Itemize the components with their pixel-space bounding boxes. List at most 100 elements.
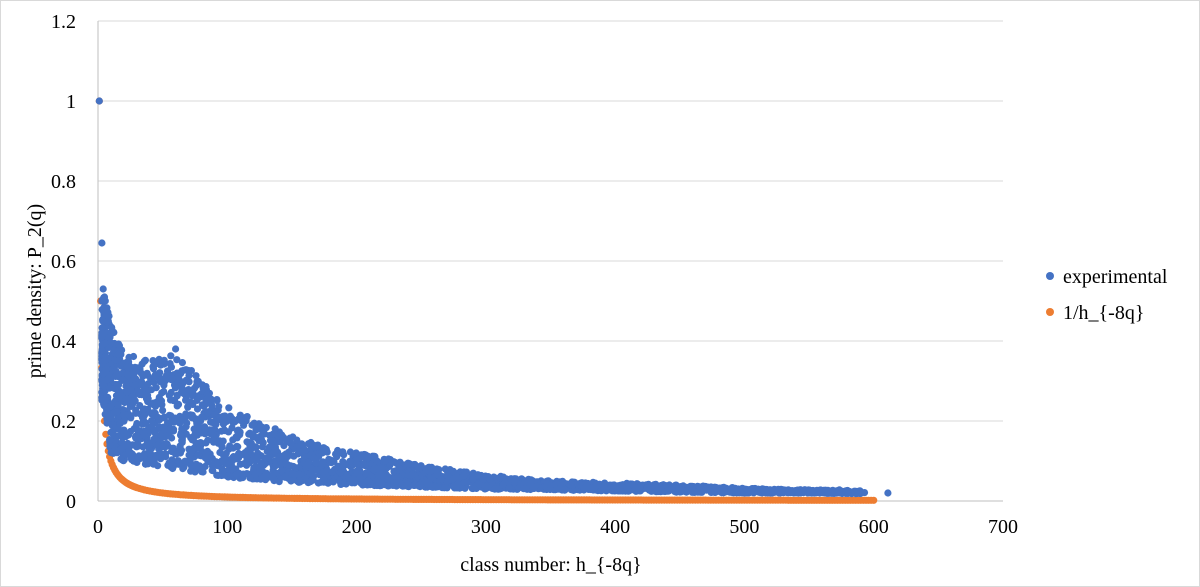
x-tick-label: 600 [859, 516, 889, 538]
experimental-point [343, 471, 351, 479]
experimental-point [113, 408, 121, 416]
experimental-point [378, 480, 386, 488]
experimental-point [250, 464, 258, 472]
experimental-point [174, 457, 182, 465]
experimental-point [125, 411, 133, 419]
experimental-point [443, 477, 451, 485]
experimental-point [180, 425, 188, 433]
experimental-point [120, 411, 128, 419]
experimental-point [328, 468, 336, 476]
experimental-point [155, 416, 163, 424]
experimental-point [408, 471, 416, 479]
series-experimental-points [95, 97, 892, 498]
experimental-point [134, 442, 142, 450]
experimental-point [176, 414, 184, 423]
experimental-point [167, 352, 175, 360]
experimental-point [131, 381, 139, 389]
experimental-point [203, 394, 212, 403]
experimental-point [378, 464, 386, 472]
experimental-point [138, 378, 146, 386]
experimental-point [469, 475, 477, 483]
experimental-point [168, 374, 176, 382]
x-tick-label: 400 [600, 516, 630, 538]
experimental-point [192, 462, 200, 470]
experimental-point [298, 448, 307, 456]
experimental-point [334, 446, 342, 455]
experimental-point [187, 434, 195, 442]
experimental-point [141, 432, 149, 440]
experimental-point [644, 480, 653, 488]
experimental-point [156, 450, 164, 458]
experimental-point [150, 401, 158, 409]
experimental-point [113, 449, 121, 457]
experimental-point [236, 411, 244, 419]
experimental-point [161, 433, 170, 441]
experimental-point [119, 406, 127, 414]
experimental-point [147, 386, 156, 394]
experimental-point [156, 378, 164, 386]
experimental-point [319, 458, 327, 466]
experimental-point [102, 309, 110, 317]
experimental-point [243, 447, 252, 455]
experimental-point [101, 396, 109, 404]
experimental-point [747, 487, 755, 495]
experimental-point [258, 463, 266, 471]
experimental-point [824, 486, 832, 494]
y-tick-label: 0.4 [51, 331, 76, 353]
experimental-point [189, 389, 197, 397]
experimental-point [733, 487, 741, 495]
experimental-point [148, 422, 156, 431]
experimental-point [257, 475, 265, 483]
experimental-point [187, 367, 195, 375]
experimental-point [393, 482, 401, 490]
experimental-point [296, 478, 304, 486]
experimental-point [325, 455, 333, 463]
experimental-point [154, 462, 162, 470]
x-tick-label: 100 [212, 516, 242, 538]
experimental-point [166, 396, 175, 404]
experimental-point [209, 461, 217, 469]
experimental-point [411, 481, 419, 489]
experimental-point [177, 388, 186, 396]
experimental-point [193, 405, 202, 413]
experimental-point [675, 483, 683, 491]
experimental-point [182, 396, 190, 404]
experimental-point [144, 380, 152, 388]
experimental-point [161, 443, 169, 451]
experimental-point [652, 488, 660, 496]
experimental-point [101, 410, 109, 418]
experimental-point [177, 431, 185, 439]
experimental-point [180, 366, 188, 374]
experimental-point [98, 239, 106, 247]
experimental-point [298, 440, 306, 448]
experimental-point [112, 367, 120, 375]
experimental-point [256, 423, 265, 431]
experimental-point [188, 411, 196, 419]
y-tick-label: 0 [66, 491, 76, 513]
x-tick-labels: 0 100 200 300 400 500 600 700 [93, 516, 1018, 538]
experimental-point [546, 485, 554, 494]
experimental-point [350, 450, 358, 458]
series-reciprocal-points [95, 97, 878, 504]
experimental-point [124, 395, 133, 404]
experimental-point [426, 467, 434, 476]
experimental-point [198, 381, 206, 389]
experimental-point [280, 442, 288, 450]
experimental-point [106, 441, 114, 449]
experimental-point [271, 462, 279, 470]
experimental-point [816, 487, 824, 495]
experimental-point [216, 437, 224, 445]
experimental-point [133, 419, 141, 428]
experimental-point [527, 478, 536, 486]
experimental-point [310, 441, 318, 449]
experimental-point [174, 373, 182, 381]
experimental-point [308, 477, 316, 485]
experimental-point [122, 432, 130, 440]
experimental-point [146, 450, 154, 458]
experimental-point [717, 487, 725, 495]
experimental-point [361, 462, 369, 470]
experimental-point [329, 478, 337, 486]
experimental-point [187, 467, 195, 475]
experimental-point [176, 442, 184, 450]
experimental-point [235, 469, 243, 477]
